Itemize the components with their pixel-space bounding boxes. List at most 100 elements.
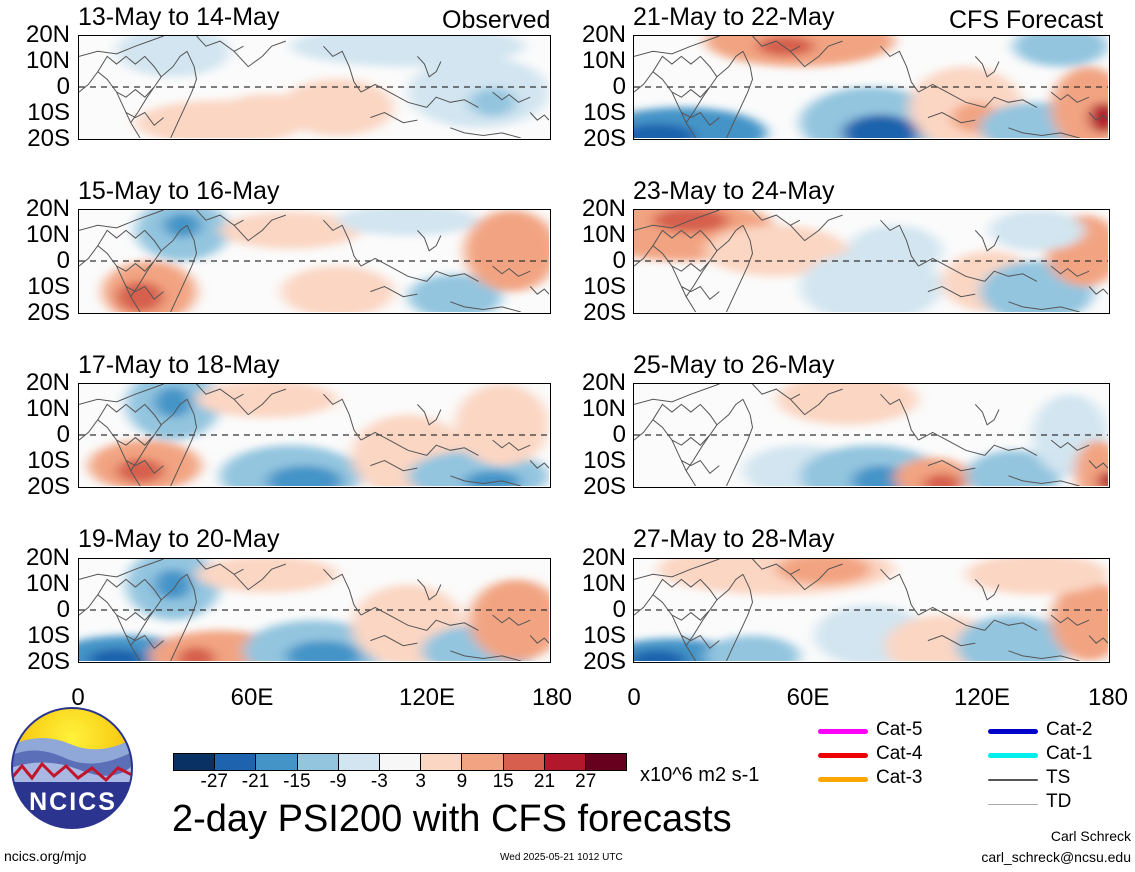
ncics-logo <box>10 706 134 830</box>
lat-label: 20S <box>27 299 70 326</box>
panel-title-6: 23-May to 24-May <box>633 177 835 205</box>
coastline <box>985 271 1037 281</box>
coastline <box>753 36 800 51</box>
anomaly-contour <box>1089 102 1108 133</box>
main-title: 2-day PSI200 with CFS forecasts <box>172 798 732 840</box>
lat-label: 20N <box>25 369 70 396</box>
map-panel <box>633 558 1110 663</box>
coastline <box>234 215 286 241</box>
colorbar-cell <box>585 754 627 770</box>
colorbar-cell <box>297 754 339 770</box>
lat-label: 20S <box>27 473 70 500</box>
coastline <box>634 595 696 661</box>
psi200-field <box>79 559 549 661</box>
lat-label: 10S <box>27 622 70 649</box>
coastline <box>79 420 140 486</box>
colorbar-tick-label: -9 <box>329 771 347 792</box>
coastline <box>634 559 719 579</box>
coastline <box>131 225 187 296</box>
lon-label-left-120e: 120E <box>398 684 456 711</box>
coastline <box>117 610 155 620</box>
coastline <box>197 559 244 574</box>
legend-swatch <box>988 779 1038 781</box>
coastline <box>790 41 842 67</box>
logo-text: NCICS <box>29 788 117 816</box>
legend-swatch <box>818 753 868 758</box>
coastline <box>1008 128 1079 138</box>
coastline <box>918 432 984 455</box>
logo-graphic <box>11 707 133 829</box>
coastline <box>726 51 752 138</box>
anomaly-contour <box>705 635 800 661</box>
coastline <box>98 579 161 599</box>
anomaly-contour <box>705 225 848 277</box>
coastline <box>197 210 244 225</box>
coastline <box>530 113 549 121</box>
coastline <box>634 210 719 230</box>
coastline <box>370 461 417 471</box>
colorbar-cell <box>174 754 216 770</box>
anomaly-contour <box>281 266 394 312</box>
coastline <box>672 261 710 271</box>
panel-title-8: 27-May to 28-May <box>633 525 835 553</box>
coastline <box>975 56 999 76</box>
colorbar-tick-label: 15 <box>492 771 514 792</box>
coastline <box>530 636 549 644</box>
coastline <box>1051 266 1089 276</box>
colorbar-tick-label: 27 <box>575 771 597 792</box>
coastline <box>686 574 743 645</box>
coastline <box>131 574 187 645</box>
anomaly-contour <box>177 646 216 661</box>
coastline <box>417 404 441 424</box>
anomaly-contour <box>116 36 230 77</box>
legend-label: Cat-3 <box>876 767 923 788</box>
coastline <box>672 435 710 445</box>
anomaly-contour <box>116 281 164 312</box>
coastline <box>530 461 549 469</box>
coastline <box>985 620 1037 630</box>
legend-label: Cat-1 <box>1046 743 1093 764</box>
colorbar-cell <box>256 754 298 770</box>
coastline <box>450 128 521 138</box>
coastline <box>493 615 531 625</box>
map-panel <box>633 383 1110 488</box>
psi200-field <box>634 559 1108 661</box>
lon-label-left-180: 180 <box>531 684 573 711</box>
lat-label: 10N <box>25 47 70 74</box>
footer-timestamp: Wed 2025-05-21 1012 UTC <box>500 852 623 863</box>
lat-label: 10N <box>25 570 70 597</box>
coastline <box>98 56 161 76</box>
coastline <box>686 399 743 470</box>
coastline <box>493 266 531 276</box>
coastline <box>117 435 155 445</box>
coastline <box>126 113 164 126</box>
coastline <box>918 84 984 107</box>
coastline <box>790 389 842 415</box>
coastline <box>726 399 752 486</box>
legend-label: Cat-5 <box>876 719 923 740</box>
coastline <box>753 384 800 399</box>
anomaly-contour <box>1098 470 1108 486</box>
anomaly-contour <box>337 210 479 236</box>
coastline <box>197 36 244 51</box>
coastline <box>323 220 361 266</box>
anomaly-contour <box>163 213 202 238</box>
colorbar-cell <box>215 754 257 770</box>
lon-label-right-60e: 60E <box>786 684 830 711</box>
coastline <box>1008 651 1079 661</box>
panel-title-2: 15-May to 16-May <box>78 177 280 205</box>
coastline <box>323 394 361 440</box>
coastline <box>234 41 286 67</box>
coastline <box>726 574 752 661</box>
legend-swatch <box>818 777 868 782</box>
footer-email[interactable]: carl_schreck@ncsu.edu <box>981 849 1131 865</box>
anomaly-contour <box>267 465 343 486</box>
coastline <box>427 97 479 107</box>
legend-swatch <box>818 729 868 734</box>
footer-url[interactable]: ncics.org/mjo <box>4 848 87 864</box>
lat-label: 20S <box>27 125 70 152</box>
anomaly-contour <box>469 579 549 661</box>
lat-label: 10S <box>27 99 70 126</box>
coastline <box>79 246 140 312</box>
coastline <box>726 225 752 312</box>
